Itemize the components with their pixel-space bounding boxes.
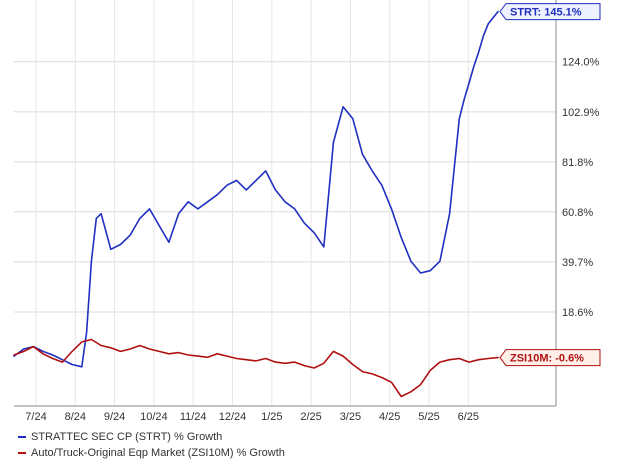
x-tick-label: 12/24 bbox=[219, 411, 247, 423]
legend-item-strt: STRATTEC SEC CP (STRT) % Growth bbox=[18, 431, 222, 443]
y-tick-label: 102.9% bbox=[562, 107, 600, 119]
end-label-text: STRT: 145.1% bbox=[510, 7, 582, 19]
y-tick-label: 124.0% bbox=[562, 57, 600, 69]
end-labels: STRT: 145.1% ZSI10M: -0.6% bbox=[499, 3, 601, 367]
y-tick-label: 39.7% bbox=[562, 257, 593, 269]
legend-label-strt: STRATTEC SEC CP (STRT) % Growth bbox=[31, 431, 223, 443]
y-tick-label: 60.8% bbox=[562, 207, 593, 219]
legend-swatch-strt bbox=[18, 436, 26, 439]
x-tick-label: 10/24 bbox=[140, 411, 168, 423]
end-label-text: ZSI10M: -0.6% bbox=[510, 353, 584, 365]
legend-swatch-zsi10m bbox=[18, 452, 26, 455]
end-label-zsi10m: ZSI10M: -0.6% bbox=[499, 349, 601, 367]
legend-item-zsi10m: Auto/Truck-Original Eqp Market (ZSI10M) … bbox=[18, 447, 285, 459]
end-label-box bbox=[499, 3, 601, 21]
x-tick-label: 8/24 bbox=[65, 411, 86, 423]
x-tick-label: 1/25 bbox=[261, 411, 282, 423]
grid-lines bbox=[14, 0, 556, 406]
x-tick-label: 7/24 bbox=[25, 411, 46, 423]
x-tick-label: 6/25 bbox=[458, 411, 479, 423]
series-lines bbox=[13, 10, 499, 398]
end-label-strt: STRT: 145.1% bbox=[499, 3, 601, 21]
end-label-box bbox=[499, 349, 601, 367]
x-tick-label: 11/24 bbox=[180, 411, 207, 423]
x-tick-label: 2/25 bbox=[300, 411, 321, 423]
series-line-strt bbox=[13, 10, 499, 368]
x-tick-label: 4/25 bbox=[379, 411, 400, 423]
legend-label-zsi10m: Auto/Truck-Original Eqp Market (ZSI10M) … bbox=[31, 447, 285, 459]
x-tick-label: 3/25 bbox=[340, 411, 361, 423]
series-line-zsi10m bbox=[13, 338, 499, 398]
y-tick-label: 18.6% bbox=[562, 307, 593, 319]
x-tick-labels: 7/24 8/24 9/24 10/24 11/24 12/24 1/25 2/25 3/25 4… bbox=[25, 411, 479, 423]
y-tick-label: 81.8% bbox=[562, 157, 593, 169]
plot-area bbox=[14, 0, 556, 406]
x-tick-label: 9/24 bbox=[104, 411, 125, 423]
y-tick-labels: 18.6% 39.7% 60.8% 81.8% 102.9% 124.0% bbox=[562, 57, 600, 319]
x-tick-label: 5/25 bbox=[418, 411, 439, 423]
